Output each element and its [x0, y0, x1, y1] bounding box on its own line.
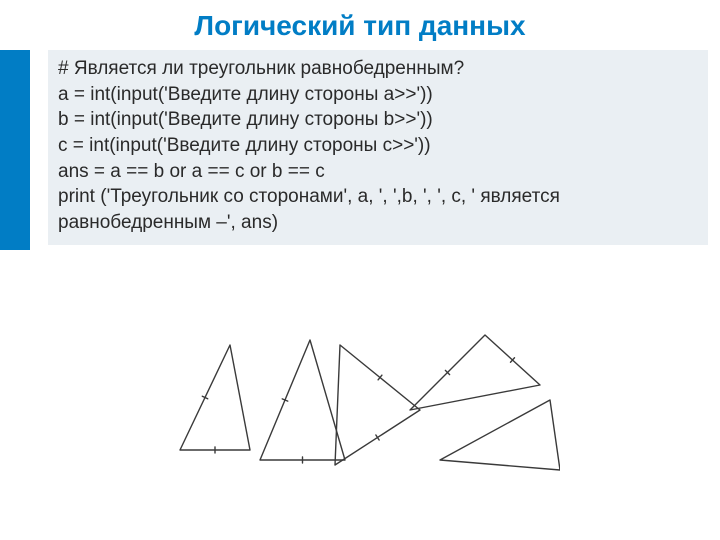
code-line: ans = a == b or a == c or b == c	[58, 159, 698, 185]
code-line: b = int(input('Введите длину стороны b>>…	[58, 107, 698, 133]
triangles-illustration	[160, 310, 560, 500]
code-line: a = int(input('Введите длину стороны a>>…	[58, 82, 698, 108]
code-line: c = int(input('Введите длину стороны c>>…	[58, 133, 698, 159]
triangles-svg	[160, 310, 560, 500]
side-accent-band	[0, 50, 30, 250]
slide: Логический тип данных # Является ли треу…	[0, 0, 720, 540]
code-line: print ('Треугольник со сторонами', a, ',…	[58, 184, 698, 235]
code-block: # Является ли треугольник равнобедренным…	[48, 50, 708, 245]
code-line: # Является ли треугольник равнобедренным…	[58, 56, 698, 82]
slide-title: Логический тип данных	[0, 10, 720, 42]
